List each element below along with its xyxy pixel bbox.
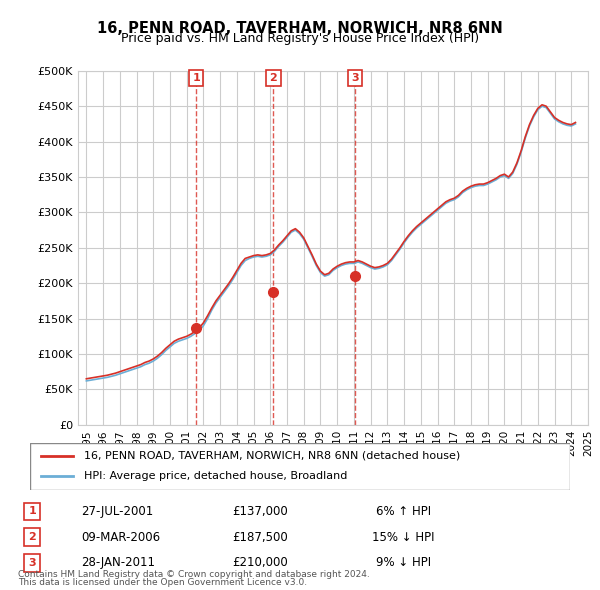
Text: 15% ↓ HPI: 15% ↓ HPI: [373, 530, 435, 543]
Text: £187,500: £187,500: [232, 530, 287, 543]
Text: 3: 3: [351, 73, 359, 83]
FancyBboxPatch shape: [30, 442, 570, 490]
Text: 09-MAR-2006: 09-MAR-2006: [81, 530, 160, 543]
Text: This data is licensed under the Open Government Licence v3.0.: This data is licensed under the Open Gov…: [18, 578, 307, 587]
Text: 6% ↑ HPI: 6% ↑ HPI: [376, 505, 431, 518]
Text: 3: 3: [28, 558, 36, 568]
Text: 16, PENN ROAD, TAVERHAM, NORWICH, NR8 6NN: 16, PENN ROAD, TAVERHAM, NORWICH, NR8 6N…: [97, 21, 503, 35]
Text: 16, PENN ROAD, TAVERHAM, NORWICH, NR8 6NN (detached house): 16, PENN ROAD, TAVERHAM, NORWICH, NR8 6N…: [84, 451, 460, 461]
Text: Price paid vs. HM Land Registry's House Price Index (HPI): Price paid vs. HM Land Registry's House …: [121, 32, 479, 45]
Text: £210,000: £210,000: [232, 556, 287, 569]
Text: £137,000: £137,000: [232, 505, 287, 518]
Text: Contains HM Land Registry data © Crown copyright and database right 2024.: Contains HM Land Registry data © Crown c…: [18, 570, 370, 579]
Text: 2: 2: [269, 73, 277, 83]
Text: 27-JUL-2001: 27-JUL-2001: [81, 505, 154, 518]
Text: 28-JAN-2011: 28-JAN-2011: [81, 556, 155, 569]
Text: 1: 1: [193, 73, 200, 83]
Text: 1: 1: [28, 506, 36, 516]
Text: 9% ↓ HPI: 9% ↓ HPI: [376, 556, 431, 569]
Text: HPI: Average price, detached house, Broadland: HPI: Average price, detached house, Broa…: [84, 471, 347, 481]
Text: 2: 2: [28, 532, 36, 542]
